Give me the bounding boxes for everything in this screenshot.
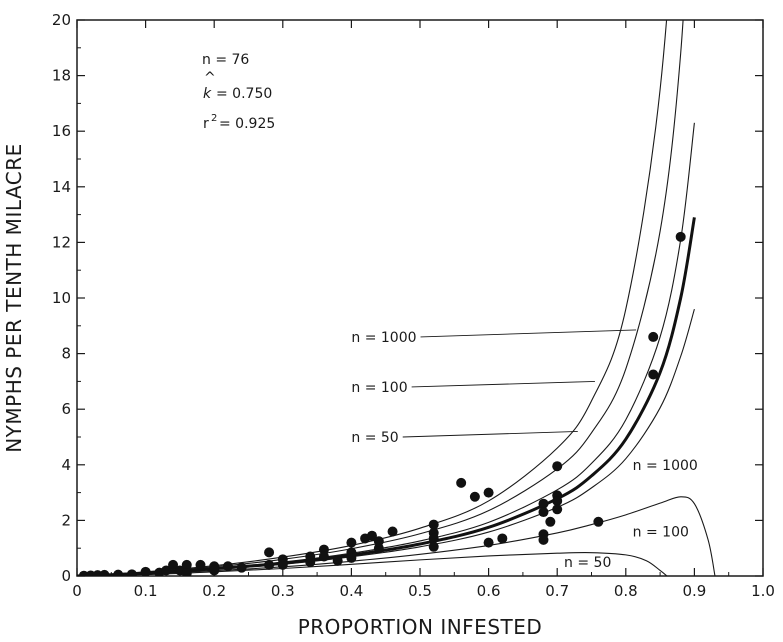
data-point bbox=[332, 555, 343, 566]
y-tick-label: 12 bbox=[52, 233, 71, 251]
data-point bbox=[428, 533, 439, 544]
stat-n: n = 76 bbox=[202, 52, 249, 68]
curve-labels: n = 1000 n = 100 n = 50 n = 1000 n = 100 n = … bbox=[351, 329, 698, 571]
x-tick-label: 1.0 bbox=[751, 582, 775, 600]
data-point bbox=[552, 504, 563, 515]
y-tick-label: 0 bbox=[61, 567, 71, 585]
data-point bbox=[277, 559, 288, 570]
stats-annotation: n = 76 ^ k = 0.750 r 2 = 0.925 bbox=[202, 52, 275, 132]
y-axis-label: NYMPHS PER TENTH MILACRE bbox=[2, 143, 26, 453]
data-point bbox=[428, 541, 439, 552]
curve-label-leader bbox=[411, 380, 595, 388]
data-point bbox=[236, 562, 247, 573]
data-point bbox=[99, 569, 110, 576]
data-point bbox=[222, 561, 233, 572]
upper-limit-curve bbox=[77, 20, 668, 576]
data-point bbox=[497, 533, 508, 544]
stat-r2: = 0.925 bbox=[219, 116, 275, 132]
y-tick-label: 20 bbox=[52, 11, 71, 29]
stat-k: = 0.750 bbox=[216, 86, 272, 102]
upper-limit-curve bbox=[77, 122, 695, 576]
data-point bbox=[264, 547, 275, 558]
stat-r2-superscript: 2 bbox=[211, 113, 217, 124]
data-point bbox=[552, 461, 563, 472]
x-tick-label: 0.3 bbox=[271, 582, 295, 600]
data-point bbox=[373, 543, 384, 554]
x-tick-label: 0.4 bbox=[339, 582, 363, 600]
data-point bbox=[469, 491, 480, 502]
data-point bbox=[161, 565, 172, 576]
data-point bbox=[346, 552, 357, 563]
data-point bbox=[168, 559, 179, 570]
curve-label: n = 50 bbox=[351, 430, 398, 446]
x-tick-label: 0 bbox=[72, 582, 82, 600]
data-point bbox=[373, 536, 384, 547]
data-point bbox=[456, 477, 467, 488]
x-tick-label: 0.1 bbox=[134, 582, 158, 600]
upper-limit-curve bbox=[77, 20, 684, 576]
data-point bbox=[593, 516, 604, 527]
x-tick-label: 0.7 bbox=[545, 582, 569, 600]
curve-label: n = 1000 bbox=[351, 330, 416, 346]
data-point bbox=[318, 544, 329, 555]
data-point bbox=[648, 369, 659, 380]
x-tick-label: 0.8 bbox=[614, 582, 638, 600]
x-tick-label: 0.6 bbox=[477, 582, 501, 600]
data-point bbox=[366, 530, 377, 541]
data-point bbox=[428, 519, 439, 530]
data-point bbox=[113, 569, 124, 576]
data-point bbox=[538, 498, 549, 509]
y-tick-label: 18 bbox=[52, 67, 71, 85]
x-tick-label: 0.5 bbox=[408, 582, 432, 600]
data-point bbox=[648, 331, 659, 342]
data-point bbox=[209, 565, 220, 576]
data-point bbox=[305, 551, 316, 562]
curve-label-leader bbox=[402, 430, 578, 438]
curve-label: n = 100 bbox=[351, 380, 407, 396]
hat-glyph: ^ bbox=[204, 70, 216, 86]
data-point bbox=[538, 534, 549, 545]
data-point bbox=[181, 559, 192, 570]
data-points bbox=[78, 231, 686, 576]
y-tick-label: 16 bbox=[52, 122, 71, 140]
y-tick-label: 8 bbox=[61, 345, 71, 363]
x-tick-label: 0.2 bbox=[202, 582, 226, 600]
plot-frame bbox=[76, 19, 764, 577]
y-tick-label: 10 bbox=[52, 289, 71, 307]
curve-label-leader bbox=[420, 329, 637, 338]
data-point bbox=[675, 231, 686, 242]
data-point bbox=[264, 559, 275, 570]
data-point bbox=[346, 537, 357, 548]
y-tick-label: 14 bbox=[52, 178, 71, 196]
data-point bbox=[318, 551, 329, 562]
data-point bbox=[483, 537, 494, 548]
y-tick-label: 4 bbox=[61, 456, 71, 474]
curve-label: n = 1000 bbox=[633, 458, 698, 474]
y-tick-label: 6 bbox=[61, 400, 71, 418]
y-tick-label: 2 bbox=[61, 511, 71, 529]
stat-r2-prefix: r bbox=[203, 116, 209, 132]
curves bbox=[77, 20, 716, 576]
data-point bbox=[181, 568, 192, 576]
data-point bbox=[538, 507, 549, 518]
curve-label: n = 50 bbox=[564, 555, 611, 571]
stat-k-symbol: k bbox=[203, 86, 212, 102]
data-point bbox=[387, 526, 398, 537]
x-tick-label: 0.9 bbox=[682, 582, 706, 600]
x-axis-label: PROPORTION INFESTED bbox=[298, 615, 543, 639]
data-point bbox=[483, 487, 494, 498]
data-point bbox=[552, 495, 563, 506]
data-point bbox=[140, 566, 151, 576]
data-point bbox=[545, 516, 556, 527]
data-point bbox=[126, 569, 137, 576]
axes: 0 0.1 0.2 0.3 0.4 0.5 0.6 0.7 0.8 0.9 1.0 0 2 4 6 8 10 12… bbox=[52, 11, 775, 600]
curve-label: n = 100 bbox=[633, 525, 689, 541]
data-point bbox=[195, 559, 206, 570]
